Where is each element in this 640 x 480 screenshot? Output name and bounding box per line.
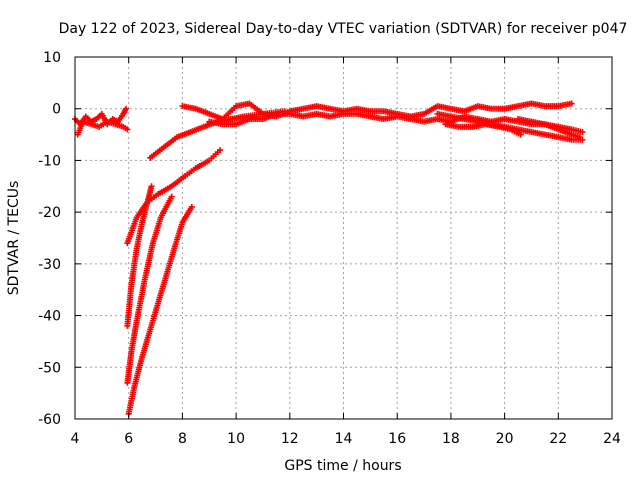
- y-tick-label: -20: [38, 205, 61, 221]
- x-tick-label: 16: [388, 431, 406, 447]
- y-tick-label: -40: [38, 309, 61, 325]
- data-point: [216, 147, 223, 154]
- x-tick-label: 14: [335, 431, 353, 447]
- data-point: [568, 100, 575, 107]
- y-tick-label: -30: [38, 257, 61, 273]
- x-tick-label: 10: [227, 431, 245, 447]
- data-point: [579, 128, 586, 135]
- data-point: [576, 134, 583, 141]
- data-point: [123, 105, 130, 112]
- data-point: [148, 183, 155, 190]
- data-point: [168, 193, 175, 200]
- y-axis-label: SDTVAR / TECUs: [6, 181, 22, 296]
- y-tick-label: 0: [52, 102, 61, 118]
- axis-ticks: [74, 56, 613, 420]
- y-tick-labels: 10 0 -10 -20 -30 -40 -50 -60: [38, 50, 61, 428]
- x-tick-label: 4: [71, 431, 80, 447]
- x-tick-label: 12: [281, 431, 299, 447]
- y-tick-label: 10: [43, 50, 61, 66]
- data-point: [124, 126, 131, 133]
- chart-title: Day 122 of 2023, Sidereal Day-to-day VTE…: [59, 21, 628, 37]
- x-axis-label: GPS time / hours: [284, 458, 401, 474]
- x-tick-label: 18: [442, 431, 460, 447]
- y-tick-label: -50: [38, 360, 61, 376]
- x-tick-label: 22: [549, 431, 567, 447]
- data-point: [188, 203, 195, 210]
- data-point: [517, 131, 524, 138]
- y-tick-label: -60: [38, 412, 61, 428]
- x-tick-labels: 4 6 8 10 12 14 16 18 20 22 24: [71, 431, 621, 447]
- y-tick-label: -10: [38, 153, 61, 169]
- x-tick-label: 8: [178, 431, 187, 447]
- x-tick-label: 20: [496, 431, 514, 447]
- x-tick-label: 24: [603, 431, 621, 447]
- x-tick-label: 6: [124, 431, 133, 447]
- data-points: [72, 100, 586, 417]
